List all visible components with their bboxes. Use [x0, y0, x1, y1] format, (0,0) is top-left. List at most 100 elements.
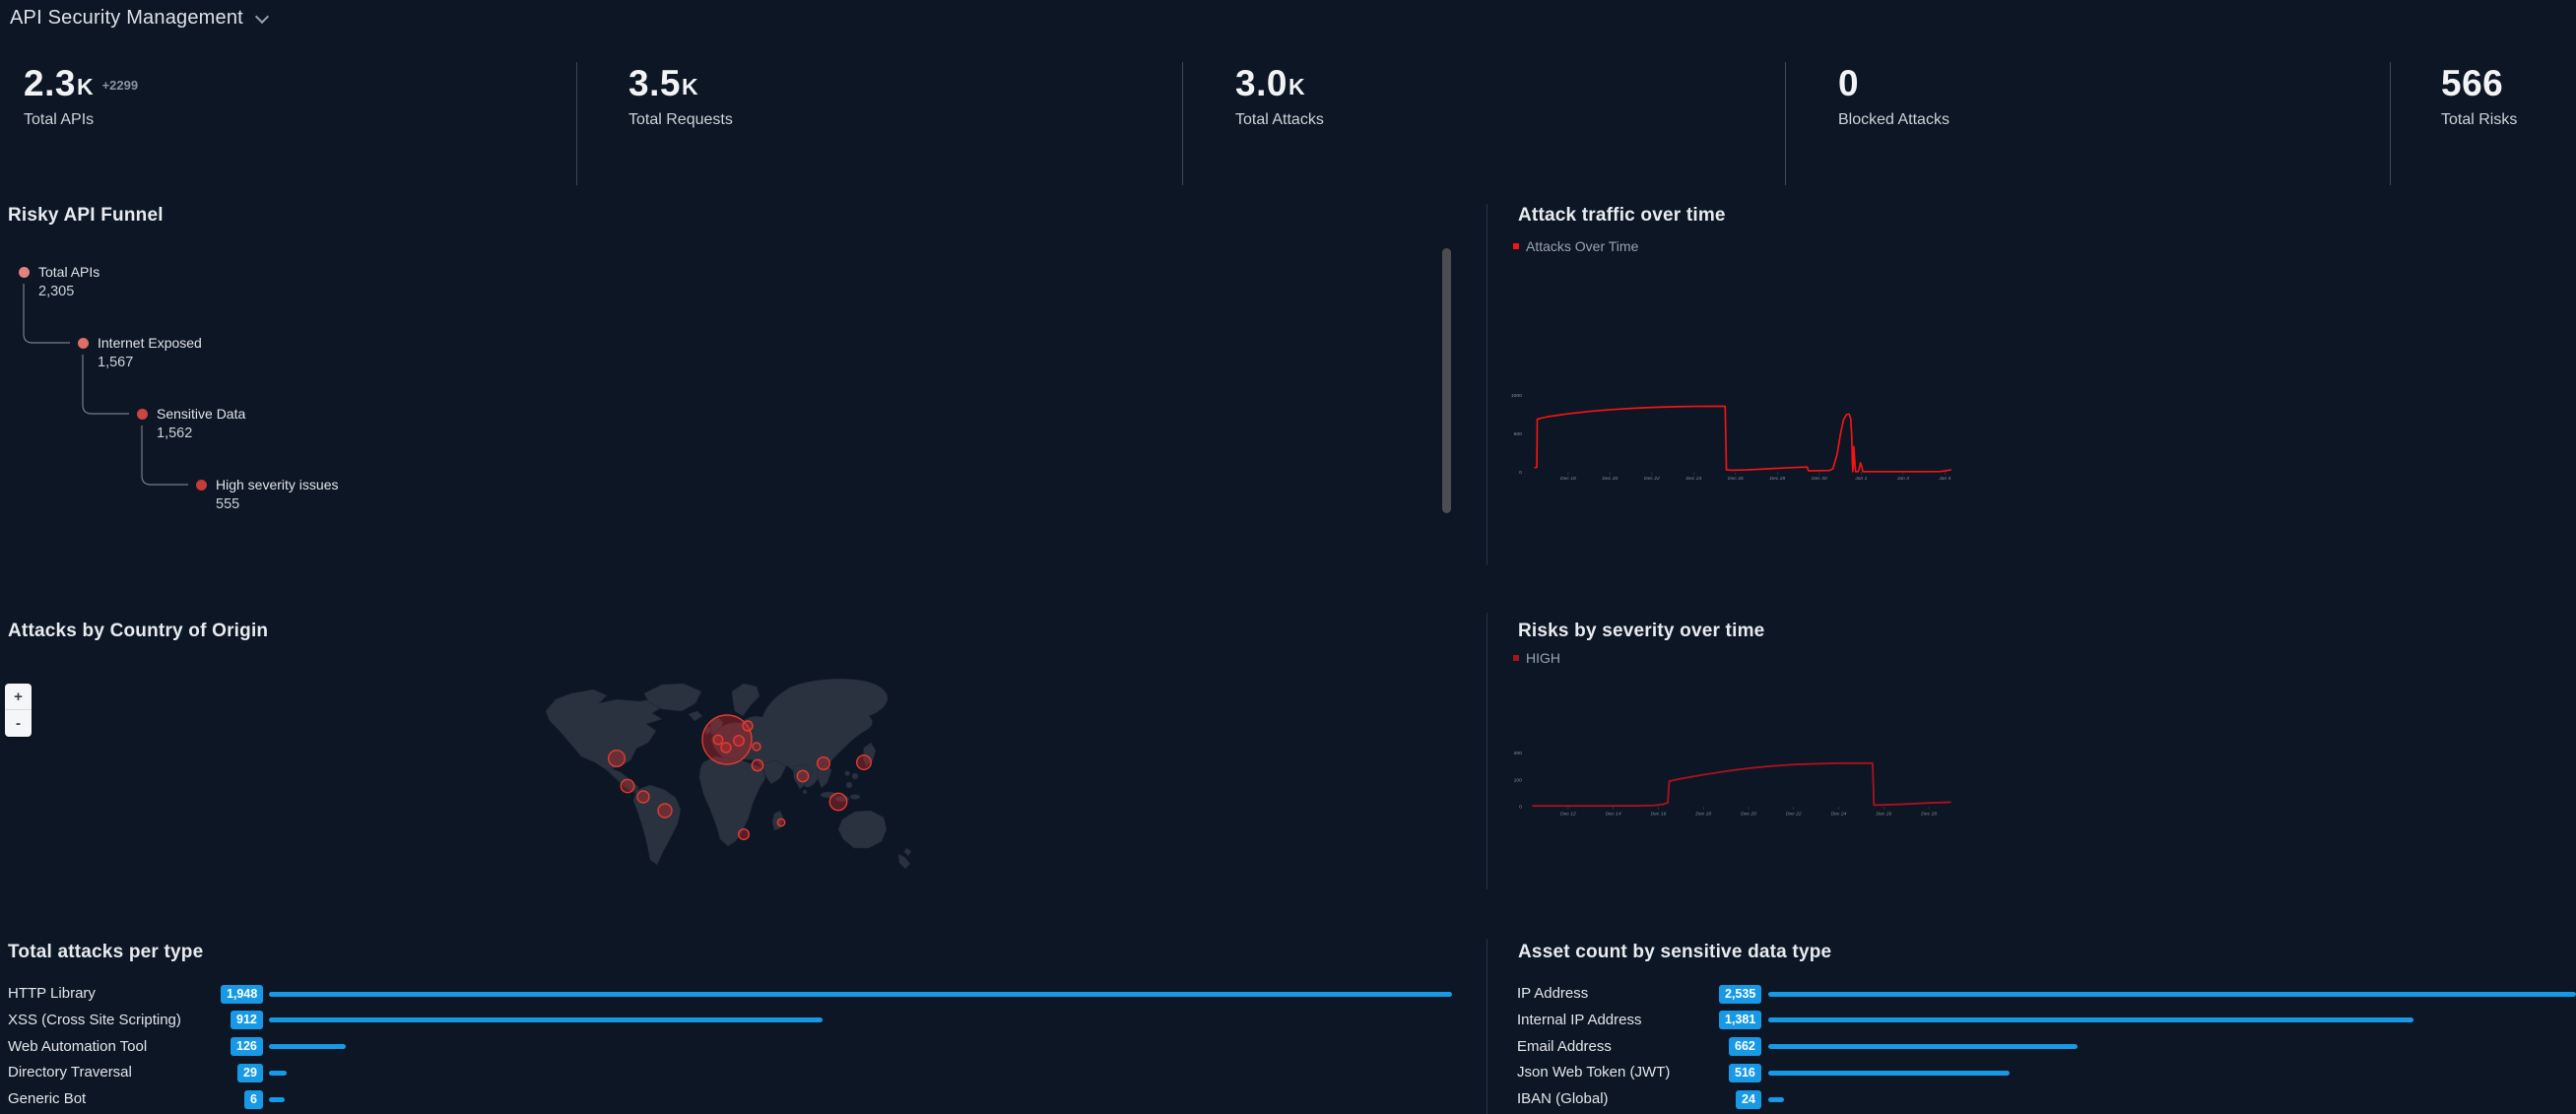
x-axis-tick-label: Jan 3 [1896, 476, 1909, 482]
attack-chart-legend[interactable]: Attacks Over Time [1513, 238, 1638, 254]
funnel-step-label: Sensitive Data [157, 406, 246, 422]
attack-origin-bubble [720, 742, 732, 754]
kpi-divider [2390, 62, 2391, 185]
bar-row-label: Internal IP Address [1517, 1011, 1642, 1028]
map-zoom-in-button[interactable]: + [5, 684, 32, 710]
chevron-down-icon [254, 9, 270, 24]
bar-row-label: Generic Bot [8, 1090, 87, 1108]
y-axis-tick-label: 1000 [1511, 393, 1522, 399]
attack-origin-bubble [607, 749, 626, 767]
kpi-total-risks: 566 Total Risks [2441, 63, 2517, 129]
attack-origin-bubble [776, 818, 786, 827]
funnel-step-label: Total APIs [38, 264, 100, 280]
kpi-suffix: K [681, 73, 698, 99]
map-landmass [545, 678, 912, 870]
kpi-value: 3.0 [1235, 63, 1288, 103]
funnel-step-value: 1,567 [98, 355, 134, 370]
map-panel-title: Attacks by Country of Origin [8, 621, 269, 641]
funnel-step-value: 1,562 [157, 426, 193, 441]
kpi-label: Total APIs [24, 111, 95, 128]
x-axis-tick-label: Dec 24 [1686, 476, 1702, 482]
kpi-suffix: K [1288, 73, 1305, 99]
risk-chart-title: Risks by severity over time [1518, 621, 1765, 641]
kpi-value: 3.5 [628, 63, 681, 103]
kpi-divider [1785, 62, 1786, 185]
bar-value-badge: 6 [244, 1089, 263, 1109]
legend-swatch [1513, 655, 1519, 661]
kpi-value: 2.3 [24, 63, 76, 103]
bar-value-badge: 516 [1729, 1063, 1761, 1082]
page-title: API Security Management [10, 7, 243, 29]
y-axis-tick-label: 100 [1514, 777, 1523, 783]
panel-divider [1486, 613, 1487, 889]
map-zoom-control: + - [5, 684, 32, 737]
bar-row-label: Json Web Token (JWT) [1517, 1064, 1671, 1081]
kpi-delta: +2299 [101, 77, 139, 93]
bar-rect [269, 1070, 287, 1076]
y-axis-tick-label: 500 [1514, 431, 1523, 437]
x-axis-tick-label: Dec 26 [1728, 476, 1744, 482]
kpi-label: Total Requests [628, 111, 733, 128]
bar-row-label: Directory Traversal [8, 1064, 132, 1081]
bar-row-label: IP Address [1517, 985, 1589, 1002]
legend-swatch [1513, 243, 1519, 249]
y-axis-tick-label: 0 [1519, 470, 1522, 476]
attack-origin-bubble [732, 734, 745, 747]
dashboard-title-dropdown[interactable]: API Security Management [10, 7, 270, 30]
bar-value-badge: 1,381 [1719, 1011, 1762, 1030]
x-axis-tick-label: Jan 1 [1854, 476, 1867, 482]
attack-origin-bubble [636, 790, 650, 804]
x-axis-tick-label: Dec 22 [1786, 811, 1802, 817]
attack-origin-bubble [751, 758, 764, 772]
kpi-total-apis: 2.3 K +2299 Total APIs [24, 63, 138, 129]
kpi-label: Blocked Attacks [1838, 111, 1949, 128]
bar-rect [1768, 1096, 1784, 1102]
kpi-divider [576, 62, 577, 185]
bar-value-badge: 24 [1736, 1089, 1761, 1109]
funnel-scrollbar[interactable] [1442, 248, 1451, 513]
attack-origin-bubble [828, 792, 848, 812]
attack-origin-bubble [712, 734, 724, 746]
attack-origin-bubble [752, 742, 761, 752]
x-axis-tick-label: Dec 22 [1644, 476, 1660, 482]
bar-value-badge: 126 [231, 1037, 263, 1057]
attack-origin-bubble [796, 769, 810, 783]
world-map[interactable] [542, 670, 931, 891]
attack-traffic-chart: 0 500 1000 Dec 18 Dec 20 Dec 22 Dec 24 Dec 26 De… [1511, 393, 1952, 482]
kpi-total-attacks: 3.0 K Total Attacks [1235, 63, 1324, 129]
funnel-step-value: 2,305 [38, 284, 75, 299]
x-axis-tick-label: Dec 18 [1560, 476, 1576, 482]
x-axis-tick-label: Dec 16 [1651, 811, 1667, 817]
kpi-total-requests: 3.5 K Total Requests [628, 63, 733, 129]
kpi-label: Total Risks [2441, 111, 2518, 128]
bar-row-label: Web Automation Tool [8, 1037, 148, 1055]
attack-origin-bubble [856, 754, 873, 770]
x-axis-tick-label: Dec 28 [1770, 476, 1786, 482]
x-axis-tick-label: Jan 5 [1938, 476, 1950, 482]
bar-rect [1768, 1070, 2010, 1076]
series-line [1532, 761, 1951, 808]
x-axis-tick-label: Dec 20 [1741, 811, 1756, 817]
x-axis-tick-label: Dec 28 [1921, 811, 1937, 817]
x-axis-tick-label: Dec 26 [1876, 811, 1891, 817]
attack-origin-bubble [657, 803, 673, 819]
risk-severity-chart: 0 100 200 Dec 12 Dec 14 Dec 16 Dec 18 Dec 20 Dec… [1514, 751, 1951, 817]
x-axis-tick-label: Dec 20 [1603, 476, 1618, 482]
legend-label: Attacks Over Time [1526, 238, 1639, 254]
attack-bubbles [607, 714, 873, 840]
x-axis-tick-label: Dec 12 [1560, 811, 1576, 817]
risk-chart-legend[interactable]: HIGH [1513, 650, 1560, 666]
panel-divider [1486, 204, 1487, 565]
attack-origin-bubble [742, 720, 754, 732]
bar-row-label: HTTP Library [8, 985, 96, 1002]
kpi-divider [1182, 62, 1183, 185]
funnel-dot [136, 408, 148, 420]
bar-rect [1768, 1017, 2413, 1023]
map-zoom-out-button[interactable]: - [5, 710, 32, 737]
kpi-value: 566 [2441, 63, 2504, 103]
funnel-step-value: 555 [216, 496, 240, 512]
attack-origin-bubble [701, 714, 753, 765]
kpi-blocked-attacks: 0 Blocked Attacks [1838, 63, 1949, 129]
y-axis-tick-label: 200 [1514, 751, 1523, 756]
